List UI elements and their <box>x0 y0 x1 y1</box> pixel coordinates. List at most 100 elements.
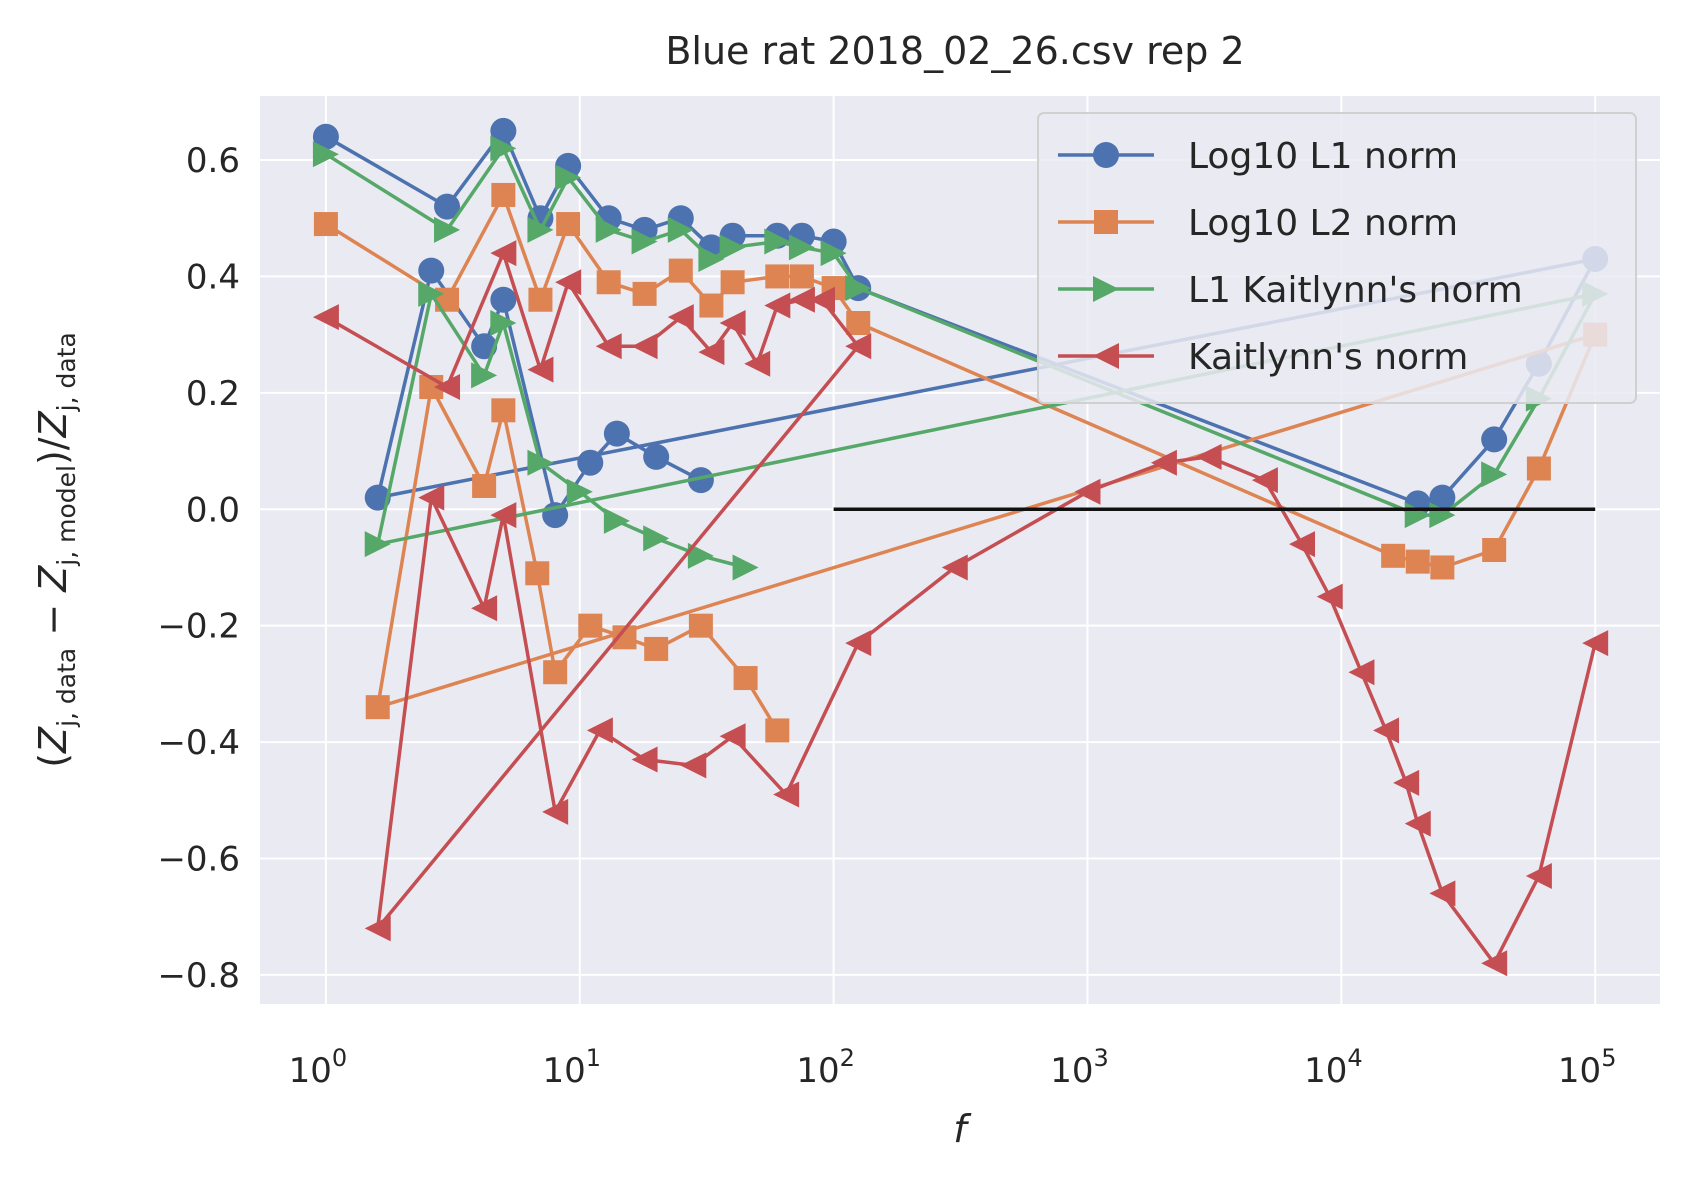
series-3-point <box>471 362 498 389</box>
y-label-minus: − <box>31 592 75 648</box>
legend-box <box>1037 112 1637 404</box>
y-label-z1: Z <box>31 726 75 754</box>
series-3-point <box>603 507 630 534</box>
series-4-point <box>845 630 872 657</box>
series-2-point <box>578 613 603 638</box>
series-4-point <box>1393 769 1420 796</box>
series-2-point <box>846 311 871 335</box>
series-4-point <box>744 350 771 377</box>
series-3-point <box>527 216 554 243</box>
series-4-point <box>434 374 461 401</box>
series-4-point <box>845 333 872 360</box>
series-2-point <box>313 212 338 237</box>
series-4-point <box>364 915 391 942</box>
legend-marker-1 <box>1093 142 1119 168</box>
series-2-point <box>632 281 657 306</box>
series-4-point <box>1251 467 1278 494</box>
legend-marker-3 <box>1093 276 1119 302</box>
legend-label-1: Log10 L1 norm <box>1188 136 1458 177</box>
series-4-point <box>1429 880 1456 907</box>
series-4-point <box>698 339 725 366</box>
series-4-point <box>1525 862 1552 889</box>
series-4-point <box>490 240 517 267</box>
series-1-point <box>434 193 461 220</box>
x-tick-label: 102 <box>796 1044 855 1091</box>
series-3-point <box>732 554 759 581</box>
y-tick-label: 0.0 <box>186 490 240 530</box>
series-1-point <box>490 117 517 144</box>
series-4-point <box>788 286 815 313</box>
series-4-point <box>595 333 622 360</box>
series-2-point <box>765 264 790 289</box>
series-3-point <box>687 542 714 569</box>
series-4-point <box>1582 630 1609 657</box>
series-4-point <box>1074 478 1101 505</box>
series-1-point <box>1481 426 1508 453</box>
series-2-point <box>1526 456 1551 481</box>
series-2-point <box>688 613 713 638</box>
y-tick-label: −0.6 <box>157 839 240 879</box>
series-4-point <box>586 717 613 744</box>
y-tick-label: −0.2 <box>157 607 240 647</box>
legend-label-2: Log10 L2 norm <box>1188 203 1458 244</box>
series-2-point <box>596 270 621 295</box>
series-3-point <box>312 141 339 168</box>
series-3-point <box>527 449 554 476</box>
series-2-point <box>528 287 553 312</box>
series-4-point <box>1289 531 1316 558</box>
series-3-point <box>845 275 872 302</box>
series-4-point <box>1195 443 1222 470</box>
series-2-point <box>765 718 790 743</box>
series-2-point <box>1430 555 1455 580</box>
series-3-point <box>667 216 694 243</box>
y-label-sub1: j, data <box>52 648 81 728</box>
y-tick-label: 0.6 <box>186 141 240 181</box>
series-4-point <box>418 484 445 511</box>
series-4-point <box>809 286 836 313</box>
legend: Log10 L1 norm Log10 L2 norm L1 Kaitlynn's … <box>1037 112 1637 404</box>
legend-marker-4 <box>1093 343 1119 369</box>
series-4-point <box>542 798 569 825</box>
series-3-point <box>418 280 445 307</box>
series-4-point <box>667 304 694 331</box>
y-label-sub2: j, model <box>52 465 81 567</box>
legend-label-4: Kaitlynn's norm <box>1188 337 1468 378</box>
y-tick-label: 0.2 <box>186 374 240 414</box>
series-3-point <box>434 216 461 243</box>
x-tick-labels: 100 101 102 103 104 105 <box>289 1044 1617 1091</box>
series-2-point <box>472 473 497 498</box>
series-2-point <box>491 398 516 423</box>
y-label-z2: Z <box>31 565 75 593</box>
series-2-point <box>720 270 745 295</box>
series-3-point <box>595 216 622 243</box>
series-4-group <box>312 240 1609 977</box>
series-3-point <box>1481 461 1508 488</box>
series-3-point <box>719 234 746 261</box>
y-axis-label: (Zj, data − Zj, model)/Zj, data <box>31 332 81 768</box>
y-tick-labels: 0.6 0.4 0.2 0.0 −0.2 −0.4 −0.6 −0.8 <box>157 141 240 996</box>
series-4-point <box>1348 659 1375 686</box>
series-4-point <box>1316 583 1343 610</box>
legend-marker-2 <box>1094 210 1118 234</box>
x-tick-label: 104 <box>1304 1044 1363 1091</box>
series-2-point <box>668 258 693 283</box>
series-3-point <box>566 478 593 505</box>
x-tick-label: 100 <box>289 1044 348 1091</box>
series-4-point <box>312 304 339 331</box>
series-3-point <box>631 228 658 255</box>
y-tick-label: −0.8 <box>157 956 240 996</box>
series-1-point <box>603 420 630 447</box>
series-1-point <box>418 257 445 284</box>
x-tick-label: 103 <box>1050 1044 1109 1091</box>
y-tick-label: 0.4 <box>186 257 240 297</box>
series-3-point <box>555 164 582 191</box>
series-4-point <box>490 502 517 529</box>
series-4-point <box>555 269 582 296</box>
series-2-point <box>733 666 758 691</box>
series-4-point <box>719 723 746 750</box>
series-2-point <box>543 660 568 685</box>
series-3-point <box>698 245 725 272</box>
series-3-point <box>788 234 815 261</box>
series-4-point <box>773 781 800 808</box>
